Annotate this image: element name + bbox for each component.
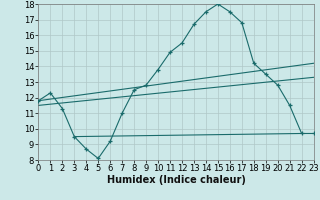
X-axis label: Humidex (Indice chaleur): Humidex (Indice chaleur) <box>107 175 245 185</box>
